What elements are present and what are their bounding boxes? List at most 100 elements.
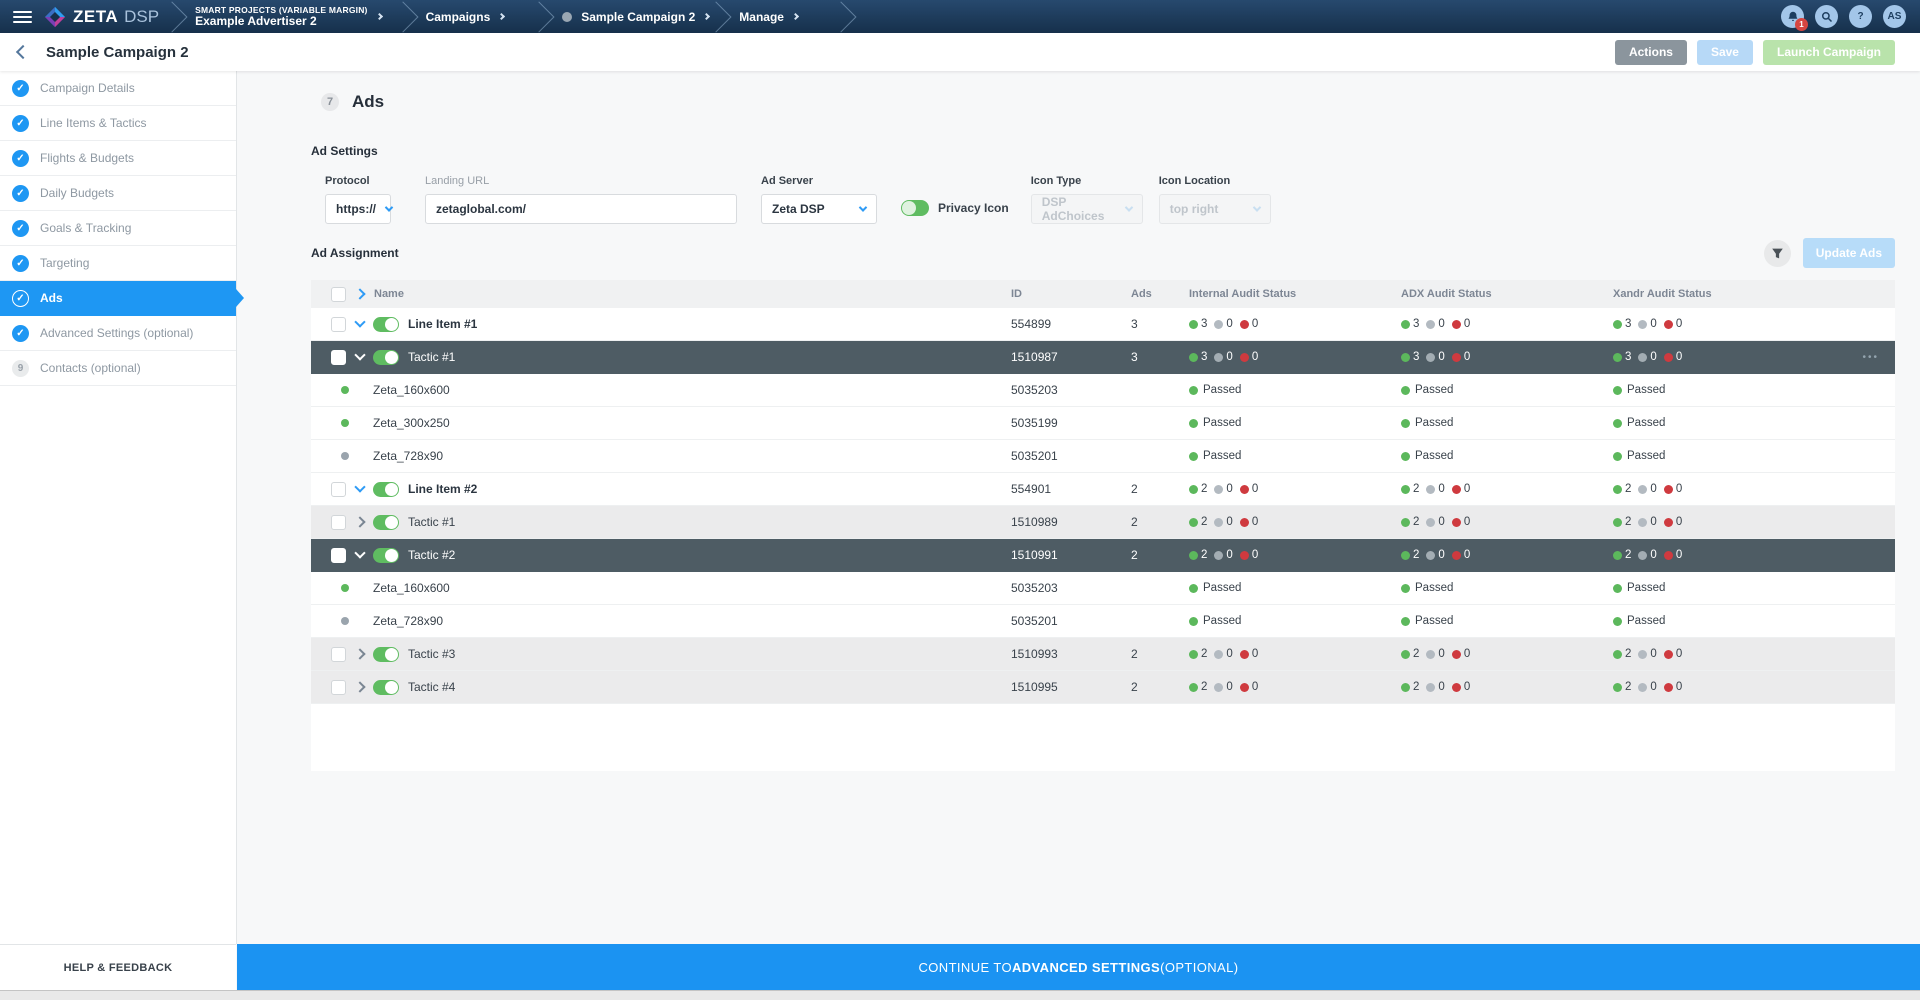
back-icon[interactable] xyxy=(16,45,30,59)
row-enabled-toggle[interactable] xyxy=(373,680,399,695)
passed-dot xyxy=(1401,386,1410,395)
audit-number: 0 xyxy=(1438,516,1444,528)
table-row-tactic[interactable]: Tactic #315109932200200200 xyxy=(311,638,1895,671)
search-icon[interactable] xyxy=(1815,5,1838,28)
more-options-icon[interactable]: ••• xyxy=(1862,352,1879,363)
audit-number: 2 xyxy=(1625,549,1631,561)
name-cell: Tactic #4 xyxy=(311,680,1011,695)
update-ads-button[interactable]: Update Ads xyxy=(1803,238,1895,268)
row-checkbox[interactable] xyxy=(331,548,346,563)
zeta-dsp-logo[interactable]: ZETA DSP xyxy=(44,6,159,28)
protocol-field: Protocol https:// xyxy=(325,175,391,224)
lineitem-name: Line Item #1 xyxy=(408,317,477,331)
sidebar-item-targeting[interactable]: ✓ Targeting xyxy=(0,246,236,281)
audit-number: 0 xyxy=(1650,648,1656,660)
table-row-creative[interactable]: Zeta_300x2505035199PassedPassedPassed xyxy=(311,407,1895,440)
sidebar-item-daily-budgets[interactable]: ✓ Daily Budgets xyxy=(0,176,236,211)
table-row-tactic[interactable]: Tactic #115109873300300300••• xyxy=(311,341,1895,374)
advertiser-labels: SMART PROJECTS (VARIABLE MARGIN) Example… xyxy=(195,5,367,28)
chevron-right-icon[interactable] xyxy=(354,516,365,527)
table-row-creative[interactable]: Zeta_160x6005035203PassedPassedPassed xyxy=(311,374,1895,407)
notification-badge: 1 xyxy=(1795,18,1808,31)
chevron-down-icon[interactable] xyxy=(354,481,365,492)
pending-dot xyxy=(1214,683,1223,692)
help-icon[interactable]: ? xyxy=(1849,5,1872,28)
chevron-down-icon[interactable] xyxy=(354,547,365,558)
help-feedback-button[interactable]: HELP & FEEDBACK xyxy=(0,944,236,990)
table-row-creative[interactable]: Zeta_728x905035201PassedPassedPassed xyxy=(311,440,1895,473)
passed-dot xyxy=(1189,584,1198,593)
landing-url-input[interactable] xyxy=(425,194,737,224)
breadcrumb-advertiser[interactable]: SMART PROJECTS (VARIABLE MARGIN) Example… xyxy=(193,5,383,28)
notifications-bell-icon[interactable]: 1 xyxy=(1781,5,1804,28)
sidebar-item-contacts[interactable]: 9 Contacts (optional) xyxy=(0,351,236,386)
row-enabled-toggle[interactable] xyxy=(373,647,399,662)
chevron-down-icon[interactable] xyxy=(354,349,365,360)
table-row-lineitem[interactable]: Line Item #25549012200200200 xyxy=(311,473,1895,506)
sidebar-item-label: Goals & Tracking xyxy=(40,221,131,235)
chevron-right-icon[interactable] xyxy=(354,681,365,692)
audit-number: 0 xyxy=(1438,549,1444,561)
row-checkbox[interactable] xyxy=(331,647,346,662)
chevron-right-icon[interactable] xyxy=(354,648,365,659)
ad-assignment-heading: Ad Assignment xyxy=(311,246,399,260)
row-enabled-toggle[interactable] xyxy=(373,317,399,332)
expand-all-icon[interactable] xyxy=(354,288,365,299)
table-row-tactic[interactable]: Tactic #215109912200200200 xyxy=(311,539,1895,572)
step-number-badge: 7 xyxy=(321,93,339,111)
table-row-creative[interactable]: Zeta_160x6005035203PassedPassedPassed xyxy=(311,572,1895,605)
audit-number: 0 xyxy=(1464,549,1470,561)
select-all-checkbox[interactable] xyxy=(331,287,346,302)
passed-label: Passed xyxy=(1203,384,1241,396)
internal-audit-cell: Passed xyxy=(1189,384,1401,396)
sidebar-item-ads[interactable]: ✓ Ads xyxy=(0,281,236,316)
breadcrumb-manage[interactable]: Manage xyxy=(737,10,800,24)
sidebar-item-campaign-details[interactable]: ✓ Campaign Details xyxy=(0,71,236,106)
audit-count: 3 xyxy=(1401,351,1419,363)
breadcrumb-campaign[interactable]: Sample Campaign 2 xyxy=(560,10,711,24)
creative-status-dot xyxy=(341,419,349,427)
passed-label: Passed xyxy=(1203,417,1241,429)
sidebar-item-flights-budgets[interactable]: ✓ Flights & Budgets xyxy=(0,141,236,176)
failed-dot xyxy=(1452,650,1461,659)
save-button[interactable]: Save xyxy=(1697,40,1753,65)
passed-dot xyxy=(1613,386,1622,395)
table-row-creative[interactable]: Zeta_728x905035201PassedPassedPassed xyxy=(311,605,1895,638)
row-checkbox[interactable] xyxy=(331,482,346,497)
row-checkbox[interactable] xyxy=(331,515,346,530)
continue-suffix: (OPTIONAL) xyxy=(1160,960,1238,975)
sidebar-item-goals-tracking[interactable]: ✓ Goals & Tracking xyxy=(0,211,236,246)
ad-server-select[interactable]: Zeta DSP xyxy=(761,194,877,224)
pending-dot xyxy=(1214,518,1223,527)
row-enabled-toggle[interactable] xyxy=(373,482,399,497)
sidebar-item-advanced-settings[interactable]: ✓ Advanced Settings (optional) xyxy=(0,316,236,351)
table-row-lineitem[interactable]: Line Item #15548993300300300 xyxy=(311,308,1895,341)
audit-count: 2 xyxy=(1613,648,1631,660)
row-enabled-toggle[interactable] xyxy=(373,350,399,365)
audit-count: 2 xyxy=(1189,648,1207,660)
chevron-down-icon[interactable] xyxy=(354,316,365,327)
privacy-icon-toggle[interactable] xyxy=(901,200,929,216)
row-checkbox[interactable] xyxy=(331,680,346,695)
breadcrumb-campaigns[interactable]: Campaigns xyxy=(424,10,507,24)
passed-dot xyxy=(1189,353,1198,362)
protocol-select[interactable]: https:// xyxy=(325,194,391,224)
table-row-tactic[interactable]: Tactic #415109952200200200 xyxy=(311,671,1895,704)
sidebar-item-line-items-tactics[interactable]: ✓ Line Items & Tactics xyxy=(0,106,236,141)
row-checkbox[interactable] xyxy=(331,350,346,365)
menu-icon[interactable] xyxy=(0,0,44,33)
creative-name: Zeta_300x250 xyxy=(373,416,450,430)
passed-dot xyxy=(1189,419,1198,428)
row-checkbox[interactable] xyxy=(331,317,346,332)
actions-button[interactable]: Actions xyxy=(1615,40,1687,65)
audit-count: 0 xyxy=(1426,483,1444,495)
avatar[interactable]: AS xyxy=(1883,5,1906,28)
row-enabled-toggle[interactable] xyxy=(373,548,399,563)
continue-button[interactable]: CONTINUE TO ADVANCED SETTINGS (OPTIONAL) xyxy=(237,944,1920,990)
row-enabled-toggle[interactable] xyxy=(373,515,399,530)
filter-button[interactable] xyxy=(1764,240,1791,267)
launch-campaign-button[interactable]: Launch Campaign xyxy=(1763,40,1895,65)
table-row-tactic[interactable]: Tactic #115109892200200200 xyxy=(311,506,1895,539)
toggle-knob xyxy=(385,681,398,694)
passed-dot xyxy=(1401,419,1410,428)
